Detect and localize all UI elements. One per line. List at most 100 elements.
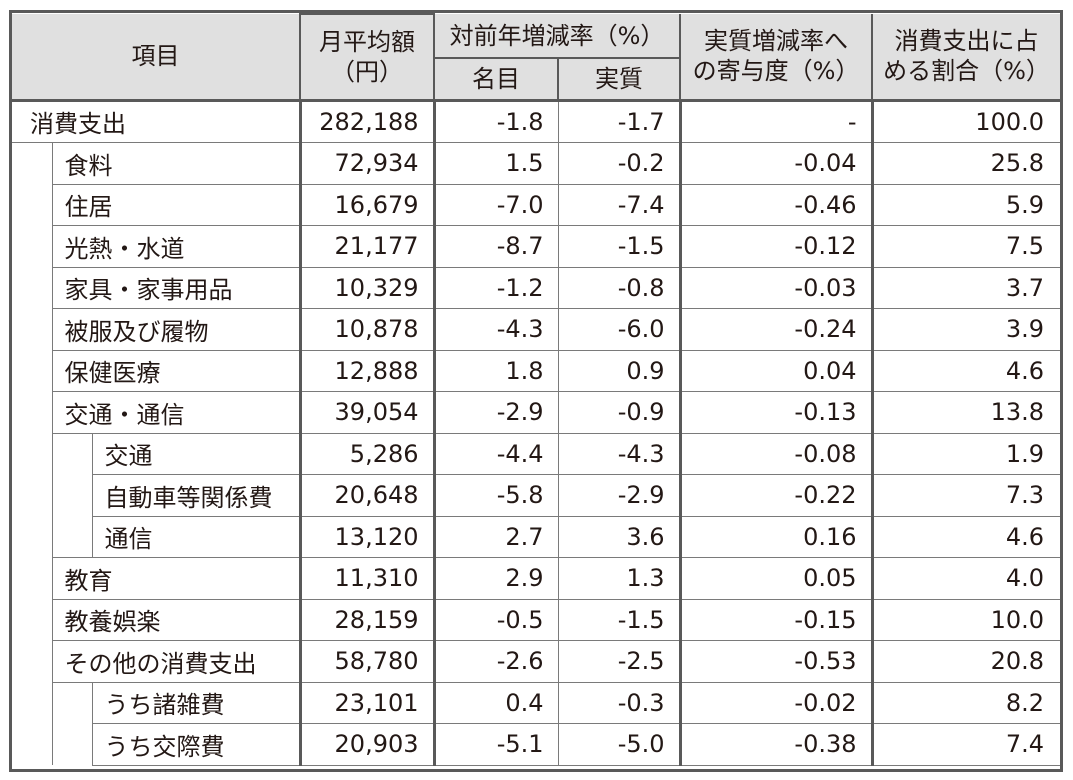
amount-cell: 10,878 <box>298 308 435 351</box>
nominal-cell: -4.3 <box>432 308 559 351</box>
amount-cell: 13,120 <box>298 515 435 558</box>
row-label: 消費支出 <box>12 98 301 143</box>
amount-cell: 11,310 <box>298 557 435 600</box>
indent-spacer <box>12 392 52 434</box>
real-cell: -0.2 <box>557 142 681 185</box>
amount-cell: 282,188 <box>298 98 435 143</box>
amount-cell: 28,159 <box>298 598 435 641</box>
row-label: 家具・家事用品 <box>51 266 301 309</box>
share-cell: 25.8 <box>870 142 1061 185</box>
header-monthly-average: 月平均額 （円） <box>299 13 436 101</box>
share-cell: 5.9 <box>870 183 1061 226</box>
contribution-cell: - <box>678 98 873 143</box>
table-row: 消費支出 282,188 -1.8 -1.7 - 100.0 <box>12 98 1061 143</box>
nominal-cell: -2.6 <box>432 640 559 683</box>
header-share-line1: 消費支出に占 <box>894 27 1039 56</box>
table-frame <box>9 10 1063 772</box>
share-cell: 8.2 <box>870 681 1061 724</box>
nominal-cell: -5.1 <box>432 723 559 766</box>
share-cell: 4.6 <box>870 349 1061 392</box>
header-contribution-line2: の寄与度（%） <box>692 57 860 86</box>
share-cell: 3.7 <box>870 266 1061 309</box>
header-share: 消費支出に占 める割合（%） <box>871 14 1061 101</box>
indent-spacer <box>12 350 52 392</box>
share-cell: 100.0 <box>870 98 1061 143</box>
contribution-cell: -0.15 <box>678 598 873 641</box>
indent-spacer <box>12 516 52 558</box>
contribution-cell: -0.46 <box>678 183 873 226</box>
nominal-cell: -1.2 <box>432 266 559 309</box>
nominal-cell: 1.8 <box>432 349 559 392</box>
contribution-cell: 0.16 <box>678 515 873 558</box>
header-share-line2: める割合（%） <box>883 57 1050 86</box>
header-contribution-line1: 実質増減率へ <box>704 27 849 56</box>
indent-spacer <box>12 309 52 351</box>
table-row: 交通・通信 39,054 -2.9 -0.9 -0.13 13.8 <box>12 391 1061 434</box>
nominal-cell: -0.5 <box>432 598 559 641</box>
amount-cell: 10,329 <box>298 266 435 309</box>
indent-spacer <box>51 474 92 516</box>
table-row: 交通 5,286 -4.4 -4.3 -0.08 1.9 <box>12 432 1061 475</box>
nominal-cell: -8.7 <box>432 225 559 268</box>
indent-spacer <box>12 184 52 226</box>
amount-cell: 20,903 <box>298 723 435 766</box>
nominal-cell: -7.0 <box>432 183 559 226</box>
nominal-cell: -2.9 <box>432 391 559 434</box>
row-label: 教育 <box>51 557 301 600</box>
share-cell: 7.4 <box>870 723 1061 766</box>
indent-spacer <box>12 599 52 641</box>
indent-spacer <box>12 682 52 724</box>
contribution-cell: 0.04 <box>678 349 873 392</box>
header-yoy-rate: 対前年増減率（%） <box>433 14 682 59</box>
header-real: 実質 <box>557 57 682 101</box>
indent-spacer <box>12 724 52 766</box>
contribution-cell: -0.22 <box>678 474 873 517</box>
contribution-cell: -0.12 <box>678 225 873 268</box>
real-cell: -2.5 <box>557 640 681 683</box>
nominal-cell: 2.7 <box>432 515 559 558</box>
amount-cell: 20,648 <box>298 474 435 517</box>
row-label: 自動車等関係費 <box>91 474 301 517</box>
row-label: うち諸雑費 <box>91 681 301 724</box>
share-cell: 4.6 <box>870 515 1061 558</box>
nominal-cell: 2.9 <box>432 557 559 600</box>
row-label: 教養娯楽 <box>51 598 301 641</box>
share-cell: 10.0 <box>870 598 1061 641</box>
real-cell: -7.4 <box>557 183 681 226</box>
contribution-cell: -0.08 <box>678 432 873 475</box>
real-cell: 0.9 <box>557 349 681 392</box>
indent-spacer <box>51 433 92 475</box>
share-cell: 3.9 <box>870 308 1061 351</box>
real-cell: -1.5 <box>557 225 681 268</box>
nominal-cell: -4.4 <box>432 432 559 475</box>
indent-spacer <box>12 641 52 683</box>
table-row: その他の消費支出 58,780 -2.6 -2.5 -0.53 20.8 <box>12 640 1061 683</box>
contribution-cell: -0.13 <box>678 391 873 434</box>
share-cell: 7.3 <box>870 474 1061 517</box>
indent-spacer <box>51 516 92 558</box>
amount-cell: 23,101 <box>298 681 435 724</box>
row-label: 交通 <box>91 432 301 475</box>
contribution-cell: -0.53 <box>678 640 873 683</box>
real-cell: -0.8 <box>557 266 681 309</box>
table-row: 教育 11,310 2.9 1.3 0.05 4.0 <box>12 557 1061 600</box>
table-row: 保健医療 12,888 1.8 0.9 0.04 4.6 <box>12 349 1061 392</box>
share-cell: 4.0 <box>870 557 1061 600</box>
table-row: うち諸雑費 23,101 0.4 -0.3 -0.02 8.2 <box>12 681 1061 724</box>
real-cell: -2.9 <box>557 474 681 517</box>
contribution-cell: -0.02 <box>678 681 873 724</box>
real-cell: -1.5 <box>557 598 681 641</box>
indent-spacer <box>12 267 52 309</box>
row-label: 光熱・水道 <box>51 225 301 268</box>
header-nominal: 名目 <box>433 57 560 101</box>
nominal-cell: -1.8 <box>432 98 559 143</box>
row-label: うち交際費 <box>91 723 301 766</box>
header-contribution: 実質増減率へ の寄与度（%） <box>679 14 874 101</box>
indent-spacer <box>12 433 52 475</box>
header-monthly-average-line2: （円） <box>331 57 404 86</box>
share-cell: 7.5 <box>870 225 1061 268</box>
amount-cell: 5,286 <box>298 432 435 475</box>
row-label: 保健医療 <box>51 349 301 392</box>
consumption-expenditure-table: 項目 月平均額 （円） 対前年増減率（%） 実質増減率へ の寄与度（%） 消費支… <box>12 13 1061 766</box>
real-cell: 1.3 <box>557 557 681 600</box>
